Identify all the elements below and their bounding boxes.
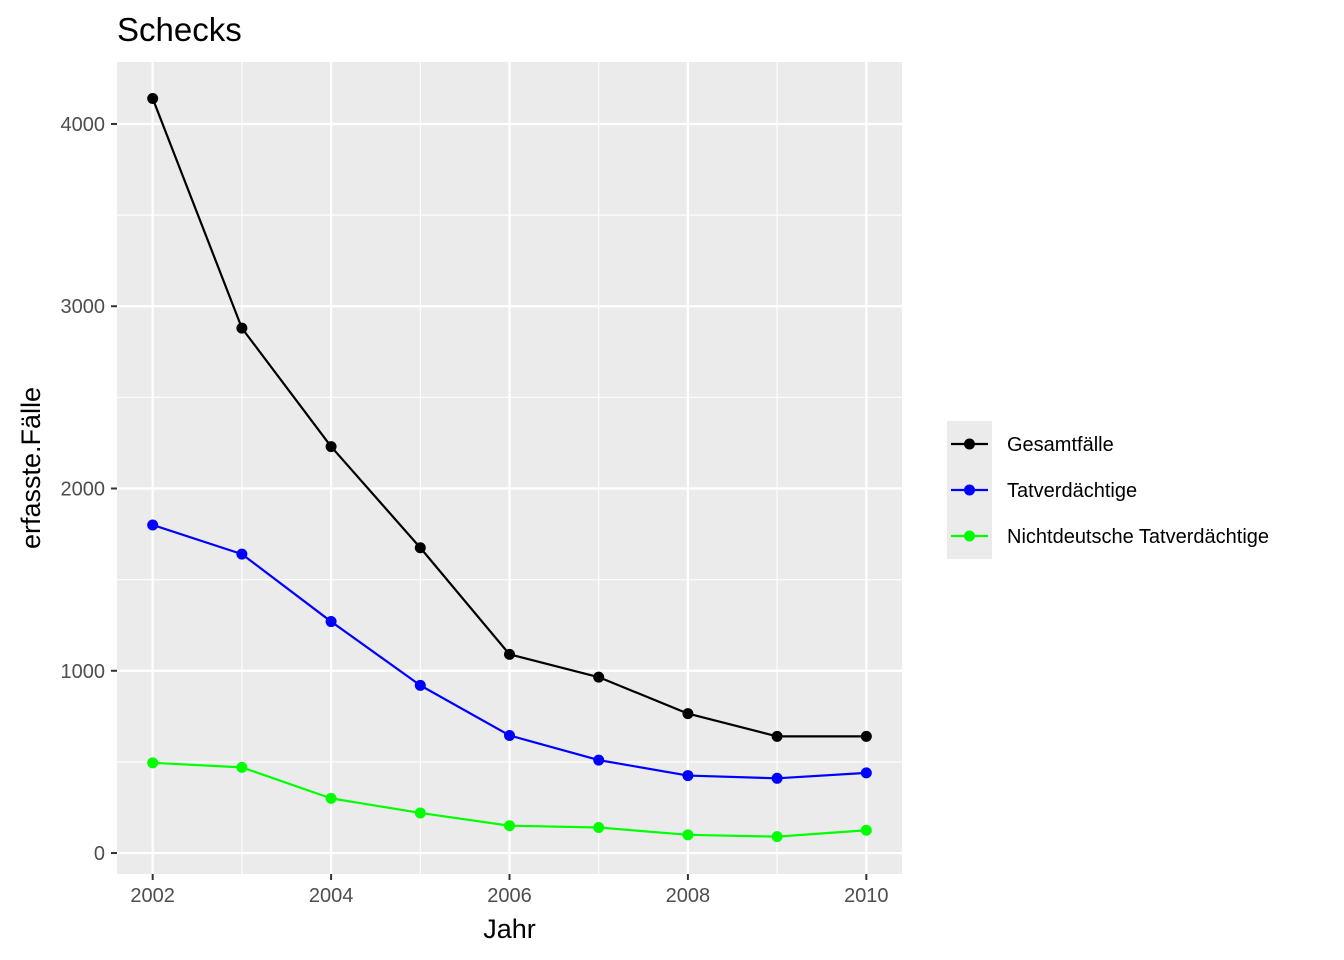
series-1-point — [771, 730, 783, 742]
series-3-point — [414, 807, 426, 819]
legend-label: Nichtdeutsche Tatverdächtige — [1007, 526, 1269, 548]
series-2-point — [236, 548, 248, 560]
series-1-point — [504, 648, 515, 660]
legend-key-point — [964, 438, 975, 450]
series-3-point — [860, 824, 872, 836]
x-axis: 2002 2004 2006 2008 2010 — [130, 874, 889, 907]
series-3-point — [147, 757, 159, 769]
series-2-point — [414, 679, 426, 691]
x-tick-label: 2002 — [130, 885, 175, 907]
series-3-point — [682, 829, 694, 841]
y-tick-label: 3000 — [61, 296, 106, 318]
y-axis: 0 1000 2000 3000 4000 — [61, 114, 117, 865]
series-1-point — [236, 322, 248, 334]
series-3-point — [236, 761, 248, 773]
series-2-point — [147, 519, 159, 531]
series-3-point — [771, 831, 783, 843]
y-tick-label: 1000 — [61, 661, 106, 683]
legend: Gesamtfälle Tatverdächtige Nichtdeutsche T… — [947, 421, 1269, 559]
legend-key-point — [964, 484, 975, 496]
y-tick-label: 4000 — [61, 114, 106, 136]
series-1-point — [682, 708, 694, 720]
legend-label: Tatverdächtige — [1007, 480, 1137, 502]
series-2-point — [860, 767, 872, 779]
x-tick-label: 2004 — [309, 885, 354, 907]
series-3-point — [593, 822, 605, 834]
series-1-point — [860, 730, 872, 742]
legend-label: Gesamtfälle — [1007, 434, 1114, 456]
series-2-point — [504, 729, 515, 741]
series-2-point — [325, 616, 337, 628]
series-1-point — [325, 441, 337, 453]
y-axis-title: erfasste.Fälle — [16, 387, 46, 549]
y-tick-label: 0 — [94, 843, 105, 865]
series-3-point — [325, 792, 337, 804]
x-tick-label: 2006 — [487, 885, 532, 907]
series-2-point — [593, 754, 605, 766]
chart-title: Schecks — [117, 11, 242, 48]
series-2-point — [682, 770, 694, 782]
y-tick-label: 2000 — [61, 479, 106, 501]
series-2-point — [771, 772, 783, 784]
x-axis-title: Jahr — [483, 914, 536, 944]
x-tick-label: 2010 — [844, 885, 889, 907]
series-1-point — [414, 542, 426, 554]
legend-key-point — [964, 530, 975, 542]
series-layer — [147, 92, 872, 843]
series-1-point — [593, 671, 605, 683]
series-3-point — [504, 820, 515, 832]
series-1-point — [147, 92, 159, 104]
x-tick-label: 2008 — [666, 885, 711, 907]
